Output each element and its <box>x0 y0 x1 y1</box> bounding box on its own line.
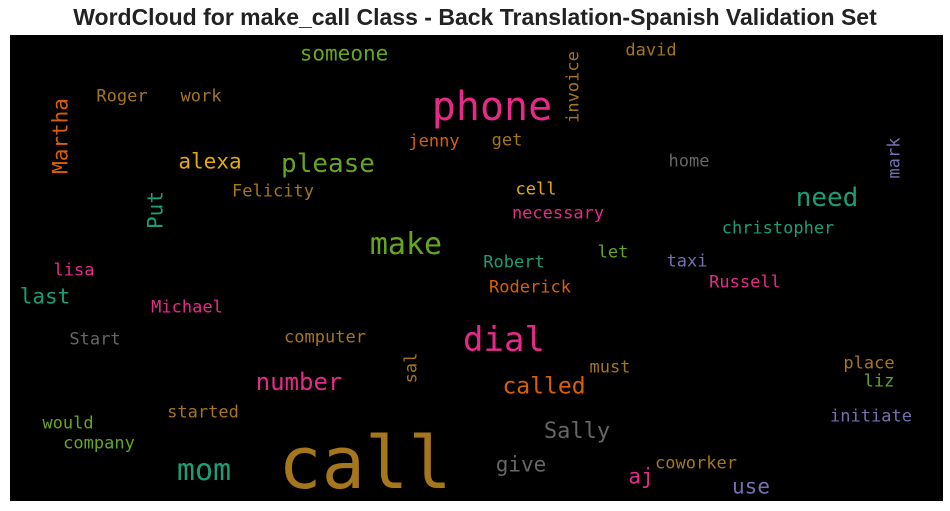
word-martha: Martha <box>48 98 73 174</box>
word-home: home <box>668 151 710 172</box>
word-lisa: lisa <box>53 260 95 281</box>
word-initiate: initiate <box>830 406 912 427</box>
word-need: need <box>795 183 859 213</box>
word-roger: Roger <box>96 86 148 107</box>
word-last: last <box>19 284 71 309</box>
word-sal: sal <box>401 352 422 384</box>
wordcloud-canvas: call phone dial make mom please need number call… <box>10 35 943 501</box>
chart-title: WordCloud for make_call Class - Back Tra… <box>73 4 877 30</box>
word-please: please <box>281 149 375 179</box>
word-computer: computer <box>284 327 366 348</box>
word-felicity: Felicity <box>232 181 314 202</box>
word-sally: Sally <box>543 419 611 444</box>
word-called: called <box>502 373 586 400</box>
word-must: must <box>589 357 631 378</box>
word-roderick: Roderick <box>489 277 571 298</box>
word-aj: aj <box>628 464 654 489</box>
word-company: company <box>63 433 135 454</box>
word-give: give <box>495 452 547 477</box>
word-liz: liz <box>863 371 895 392</box>
word-taxi: taxi <box>666 251 708 272</box>
word-phone: phone <box>431 84 553 130</box>
word-call: call <box>278 421 452 501</box>
word-use: use <box>732 474 770 499</box>
word-alexa: alexa <box>178 149 242 174</box>
word-necessary: necessary <box>511 203 605 224</box>
word-place: place <box>843 353 895 374</box>
word-started: started <box>167 402 239 423</box>
word-let: let <box>597 242 629 263</box>
word-someone: someone <box>299 41 389 66</box>
word-number: number <box>255 368 343 396</box>
word-coworker: coworker <box>655 453 737 474</box>
word-russell: Russell <box>709 272 781 293</box>
word-get: get <box>491 130 523 151</box>
word-dial: dial <box>463 320 545 360</box>
word-mark: mark <box>884 137 905 179</box>
word-david: david <box>625 40 677 61</box>
word-invoice: invoice <box>563 51 584 123</box>
word-put: Put <box>143 191 168 229</box>
word-would: would <box>42 413 94 434</box>
word-robert: Robert <box>483 252 545 273</box>
word-work: work <box>180 86 222 107</box>
word-make: make <box>369 227 443 262</box>
word-michael: Michael <box>151 297 223 318</box>
word-christopher: christopher <box>721 218 835 239</box>
word-start: Start <box>69 329 121 350</box>
word-jenny: jenny <box>408 131 460 152</box>
word-mom: mom <box>176 453 232 488</box>
word-cell: cell <box>515 179 557 200</box>
